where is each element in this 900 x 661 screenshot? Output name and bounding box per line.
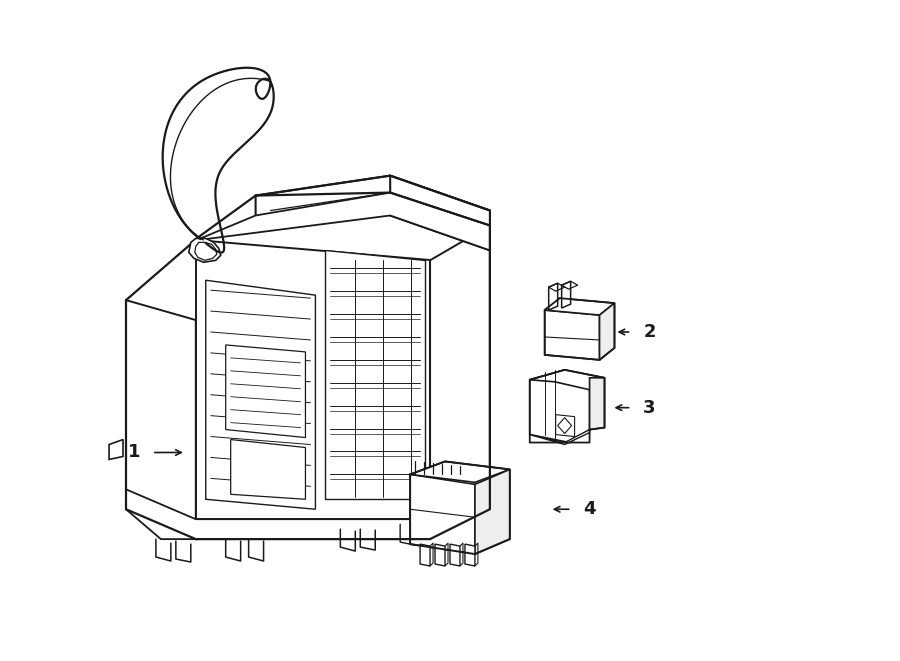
Polygon shape	[196, 192, 490, 251]
Polygon shape	[530, 370, 605, 390]
Text: 1: 1	[128, 444, 140, 461]
Polygon shape	[530, 370, 590, 442]
Polygon shape	[544, 298, 615, 315]
Polygon shape	[475, 469, 509, 554]
Polygon shape	[410, 461, 509, 483]
Polygon shape	[430, 225, 490, 519]
Polygon shape	[126, 489, 430, 539]
Polygon shape	[465, 544, 475, 566]
Polygon shape	[549, 283, 558, 310]
Polygon shape	[256, 176, 490, 231]
Polygon shape	[230, 440, 305, 499]
Polygon shape	[530, 430, 590, 444]
Polygon shape	[326, 251, 425, 499]
Polygon shape	[435, 544, 445, 566]
Polygon shape	[562, 281, 571, 308]
Text: 3: 3	[644, 399, 655, 416]
Polygon shape	[555, 414, 574, 436]
Polygon shape	[109, 440, 123, 459]
Polygon shape	[450, 544, 460, 566]
Polygon shape	[420, 544, 430, 566]
Polygon shape	[189, 239, 220, 262]
Polygon shape	[599, 303, 615, 360]
Polygon shape	[544, 310, 599, 360]
Polygon shape	[410, 475, 475, 554]
Polygon shape	[391, 176, 490, 251]
Polygon shape	[196, 241, 430, 519]
Polygon shape	[126, 300, 196, 539]
Polygon shape	[590, 378, 605, 430]
Text: 4: 4	[583, 500, 596, 518]
Text: 2: 2	[644, 323, 655, 341]
Polygon shape	[206, 280, 315, 509]
Polygon shape	[226, 345, 305, 438]
Polygon shape	[558, 418, 572, 434]
